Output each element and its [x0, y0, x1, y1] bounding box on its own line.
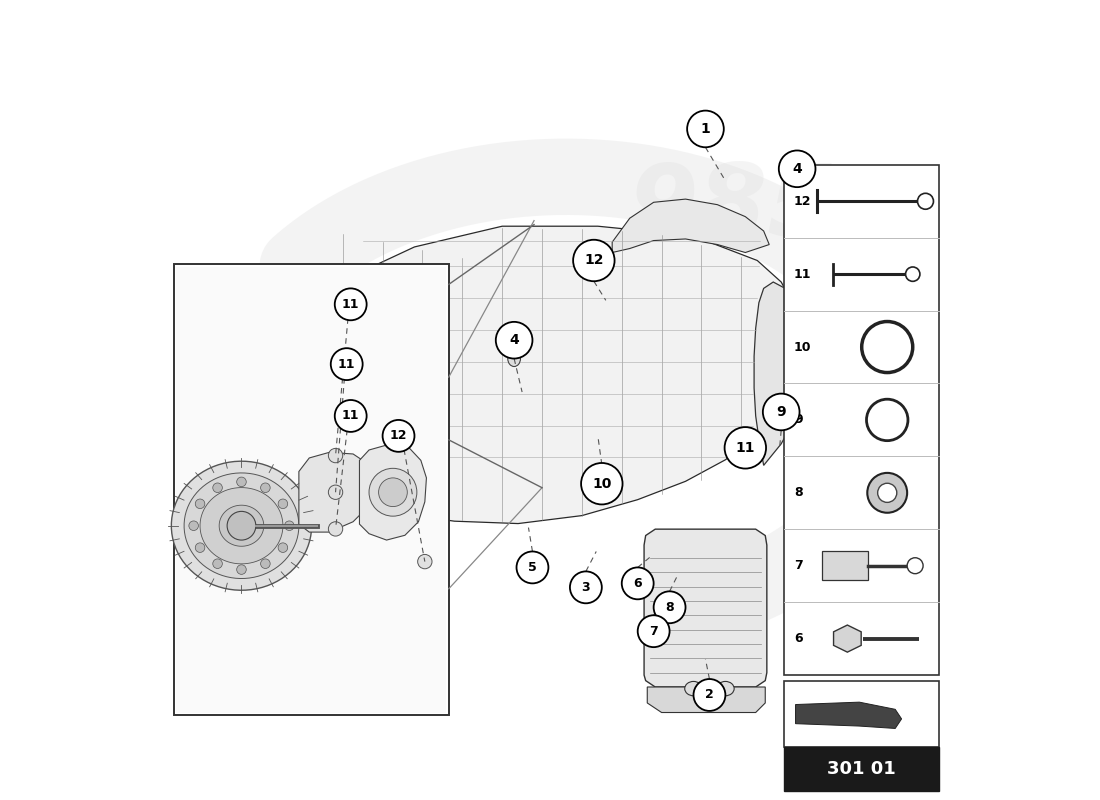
Circle shape [334, 288, 366, 320]
Text: 4: 4 [509, 334, 519, 347]
Polygon shape [299, 452, 371, 532]
Circle shape [867, 399, 908, 441]
Text: 10: 10 [794, 341, 812, 354]
Circle shape [878, 483, 896, 502]
FancyBboxPatch shape [176, 267, 447, 713]
Text: 1: 1 [701, 122, 711, 136]
Circle shape [496, 322, 532, 358]
Text: 11: 11 [794, 268, 812, 281]
Circle shape [212, 559, 222, 569]
Text: 6: 6 [634, 577, 642, 590]
Circle shape [261, 559, 271, 569]
Circle shape [278, 499, 288, 509]
Circle shape [581, 463, 623, 505]
Text: 11: 11 [338, 358, 355, 370]
Circle shape [285, 521, 294, 530]
Circle shape [861, 322, 913, 373]
FancyBboxPatch shape [783, 165, 939, 675]
Text: 5: 5 [528, 561, 537, 574]
Polygon shape [243, 372, 322, 428]
Polygon shape [755, 282, 803, 466]
Polygon shape [258, 383, 307, 417]
Text: 301 01: 301 01 [827, 760, 895, 778]
Circle shape [329, 485, 343, 499]
Text: 985: 985 [629, 160, 838, 257]
Circle shape [368, 468, 417, 516]
Circle shape [905, 267, 920, 282]
Polygon shape [795, 702, 902, 729]
Text: 7: 7 [649, 625, 658, 638]
Text: 10: 10 [592, 477, 612, 490]
Polygon shape [219, 505, 264, 546]
Polygon shape [613, 199, 769, 253]
Circle shape [638, 615, 670, 647]
FancyBboxPatch shape [174, 265, 449, 715]
Circle shape [418, 554, 432, 569]
Circle shape [917, 194, 934, 210]
Text: europ: europ [378, 338, 690, 430]
Circle shape [227, 511, 256, 540]
Text: 2: 2 [705, 689, 714, 702]
Text: 12: 12 [794, 194, 812, 208]
Ellipse shape [801, 155, 810, 166]
Polygon shape [184, 473, 299, 578]
Circle shape [517, 551, 549, 583]
Text: 3: 3 [582, 581, 591, 594]
Circle shape [570, 571, 602, 603]
Circle shape [329, 448, 343, 462]
Circle shape [212, 483, 222, 493]
Circle shape [725, 427, 766, 469]
Polygon shape [297, 226, 798, 523]
Circle shape [278, 543, 288, 553]
Circle shape [261, 483, 271, 493]
Circle shape [693, 679, 725, 711]
Polygon shape [834, 625, 861, 652]
Circle shape [383, 420, 415, 452]
Circle shape [688, 110, 724, 147]
FancyBboxPatch shape [822, 551, 868, 580]
Text: 6: 6 [794, 632, 803, 645]
Polygon shape [647, 687, 766, 713]
Circle shape [378, 478, 407, 506]
Circle shape [329, 522, 343, 536]
Text: a passion: a passion [443, 454, 529, 473]
Circle shape [908, 558, 923, 574]
Text: 11: 11 [342, 410, 360, 422]
Circle shape [236, 565, 246, 574]
FancyBboxPatch shape [783, 682, 939, 746]
Text: 8: 8 [666, 601, 674, 614]
Circle shape [334, 400, 366, 432]
Circle shape [196, 499, 205, 509]
Circle shape [653, 591, 685, 623]
Polygon shape [172, 461, 311, 590]
Text: 9: 9 [777, 405, 786, 419]
Polygon shape [645, 529, 767, 687]
Polygon shape [360, 445, 427, 540]
Text: 11: 11 [736, 441, 755, 455]
Circle shape [779, 150, 815, 187]
FancyBboxPatch shape [783, 746, 939, 790]
Polygon shape [200, 487, 283, 564]
Text: since 1985: since 1985 [444, 490, 543, 509]
Circle shape [763, 394, 800, 430]
Circle shape [867, 473, 908, 513]
Circle shape [196, 543, 205, 553]
Circle shape [236, 477, 246, 486]
Text: 7: 7 [794, 559, 803, 572]
Text: 12: 12 [389, 430, 407, 442]
Circle shape [331, 348, 363, 380]
Text: 12: 12 [584, 254, 604, 267]
Text: 8: 8 [794, 486, 803, 499]
Polygon shape [228, 342, 339, 458]
Circle shape [189, 521, 198, 530]
Text: 11: 11 [342, 298, 360, 311]
Circle shape [621, 567, 653, 599]
Text: 4: 4 [792, 162, 802, 176]
Text: 9: 9 [794, 414, 803, 426]
Ellipse shape [508, 350, 520, 366]
Circle shape [573, 240, 615, 282]
Ellipse shape [684, 682, 702, 696]
Ellipse shape [716, 682, 734, 696]
